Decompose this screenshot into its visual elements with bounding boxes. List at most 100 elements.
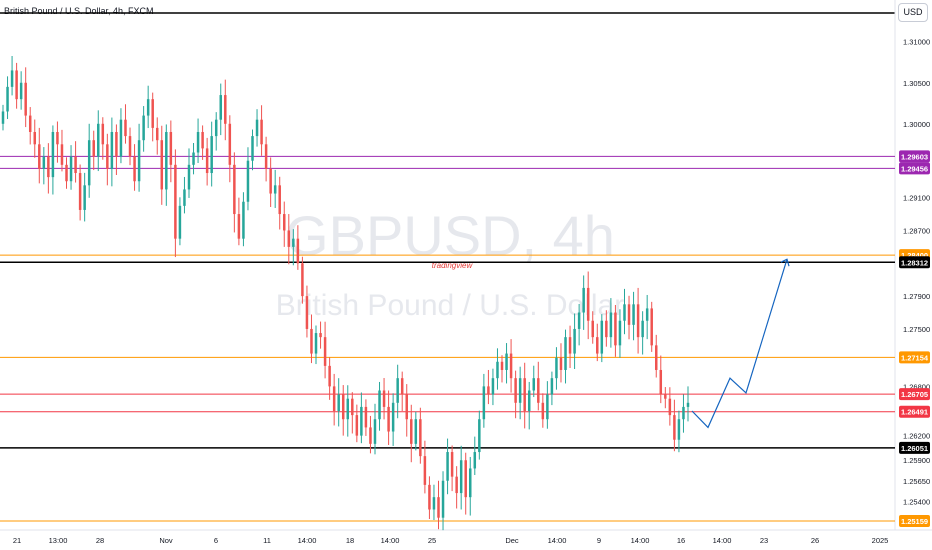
horizontal-levels — [0, 155, 895, 522]
candle-body-84 — [382, 390, 386, 407]
candle-body-3 — [15, 70, 18, 100]
candle-body-108 — [491, 378, 495, 395]
candle-body-17 — [78, 173, 82, 210]
candle-body-147 — [668, 398, 672, 416]
candle-body-149 — [677, 419, 681, 440]
candle-body-132 — [600, 320, 604, 354]
candle-body-51 — [233, 164, 236, 215]
candle-body-86 — [391, 402, 395, 432]
candle-body-142 — [645, 308, 649, 321]
price-tag-bg-5 — [899, 388, 930, 401]
price-tick-5: 1.27900 — [903, 292, 930, 301]
candle-body-92 — [419, 419, 422, 457]
candle-body-102 — [464, 460, 467, 498]
price-tag-bg-3 — [899, 256, 930, 269]
candle-body-58 — [264, 144, 268, 169]
candle-body-31 — [142, 115, 145, 141]
time-tick-6: 14:00 — [298, 536, 317, 545]
price-axis: 1.31000 1.30500 1.30000 1.29100 1.28700 1.279… — [903, 38, 930, 507]
candle-body-88 — [400, 378, 404, 395]
candle-body-33 — [151, 99, 154, 128]
time-tick-2: 28 — [96, 536, 104, 545]
time-tick-1: 13:00 — [49, 536, 68, 545]
candle-body-55 — [251, 136, 254, 161]
time-tick-13: 14:00 — [631, 536, 650, 545]
watermark-symbol: GBPUSD, 4h — [285, 204, 615, 267]
candle-body-30 — [137, 140, 141, 182]
candle-body-114 — [518, 378, 522, 403]
candle-body-113 — [514, 378, 517, 403]
price-tag-6: 1.26491 — [901, 408, 928, 417]
candle-body-134 — [609, 312, 613, 338]
candle-body-85 — [387, 406, 390, 432]
candle-body-50 — [228, 123, 232, 165]
candle-body-47 — [214, 119, 218, 137]
candle-body-34 — [155, 127, 159, 141]
candle-body-112 — [509, 353, 513, 379]
candle-body-117 — [532, 378, 536, 391]
candle-body-141 — [641, 320, 644, 338]
currency-button[interactable]: USD — [898, 3, 928, 22]
candle-body-23 — [106, 144, 109, 169]
candle-body-115 — [523, 378, 526, 412]
candle-body-125 — [568, 337, 572, 354]
candle-body-82 — [373, 419, 377, 444]
candle-body-6 — [28, 115, 32, 132]
candle-body-136 — [618, 320, 622, 346]
candle-body-20 — [92, 140, 95, 157]
candle-body-150 — [682, 406, 685, 420]
candle-body-9 — [42, 156, 46, 169]
candle-body-2 — [10, 70, 14, 87]
candle-body-75 — [341, 394, 345, 420]
price-tag-1: 1.29456 — [901, 164, 928, 173]
candle-body-46 — [210, 136, 213, 174]
price-tick-6: 1.27500 — [903, 325, 930, 334]
projection-line — [691, 259, 788, 429]
candle-body-98 — [446, 452, 449, 481]
candles — [1, 56, 690, 531]
candle-body-140 — [636, 304, 640, 338]
candle-body-42 — [192, 152, 195, 165]
candle-body-22 — [101, 123, 105, 145]
candle-body-101 — [459, 460, 463, 494]
candle-body-124 — [564, 337, 567, 370]
time-tick-0: 21 — [13, 536, 21, 545]
watermark-brand: tradingview — [432, 261, 474, 270]
candle-body-148 — [673, 415, 676, 440]
candle-body-39 — [178, 205, 182, 239]
candle-body-146 — [664, 394, 667, 399]
price-tick-1: 1.30500 — [903, 79, 930, 88]
price-tag-bg-1 — [899, 162, 930, 175]
candle-body-66 — [301, 263, 304, 297]
price-tick-0: 1.31000 — [903, 38, 930, 47]
time-tick-7: 18 — [346, 536, 354, 545]
candle-body-73 — [332, 386, 336, 412]
candle-body-27 — [124, 119, 127, 137]
price-tag-0: 1.29603 — [901, 152, 928, 161]
candle-body-15 — [69, 156, 73, 182]
price-tick-11: 1.25400 — [903, 497, 930, 506]
candle-body-80 — [364, 406, 368, 428]
candle-body-36 — [165, 131, 168, 190]
chart-title: British Pound / U.S. Dollar, 4h, FXCM — [4, 6, 154, 16]
candle-body-8 — [38, 144, 41, 169]
candle-body-143 — [650, 308, 653, 346]
candle-body-91 — [414, 419, 418, 444]
candle-body-25 — [115, 131, 118, 157]
candle-body-52 — [237, 214, 241, 239]
time-tick-11: 14:00 — [548, 536, 567, 545]
candle-body-103 — [469, 468, 472, 498]
price-tick-9: 1.25900 — [903, 456, 930, 465]
candle-body-127 — [577, 312, 581, 329]
candle-body-67 — [305, 296, 309, 329]
candle-body-89 — [405, 394, 408, 420]
price-tag-bg-8 — [899, 515, 930, 528]
watermark-description: British Pound / U.S. Dollar — [276, 289, 624, 322]
price-tick-8: 1.26200 — [903, 432, 930, 441]
time-tick-16: 23 — [760, 536, 768, 545]
candle-body-116 — [527, 390, 531, 412]
candle-body-126 — [573, 328, 576, 354]
candle-body-62 — [283, 214, 286, 231]
candle-body-4 — [19, 82, 23, 100]
